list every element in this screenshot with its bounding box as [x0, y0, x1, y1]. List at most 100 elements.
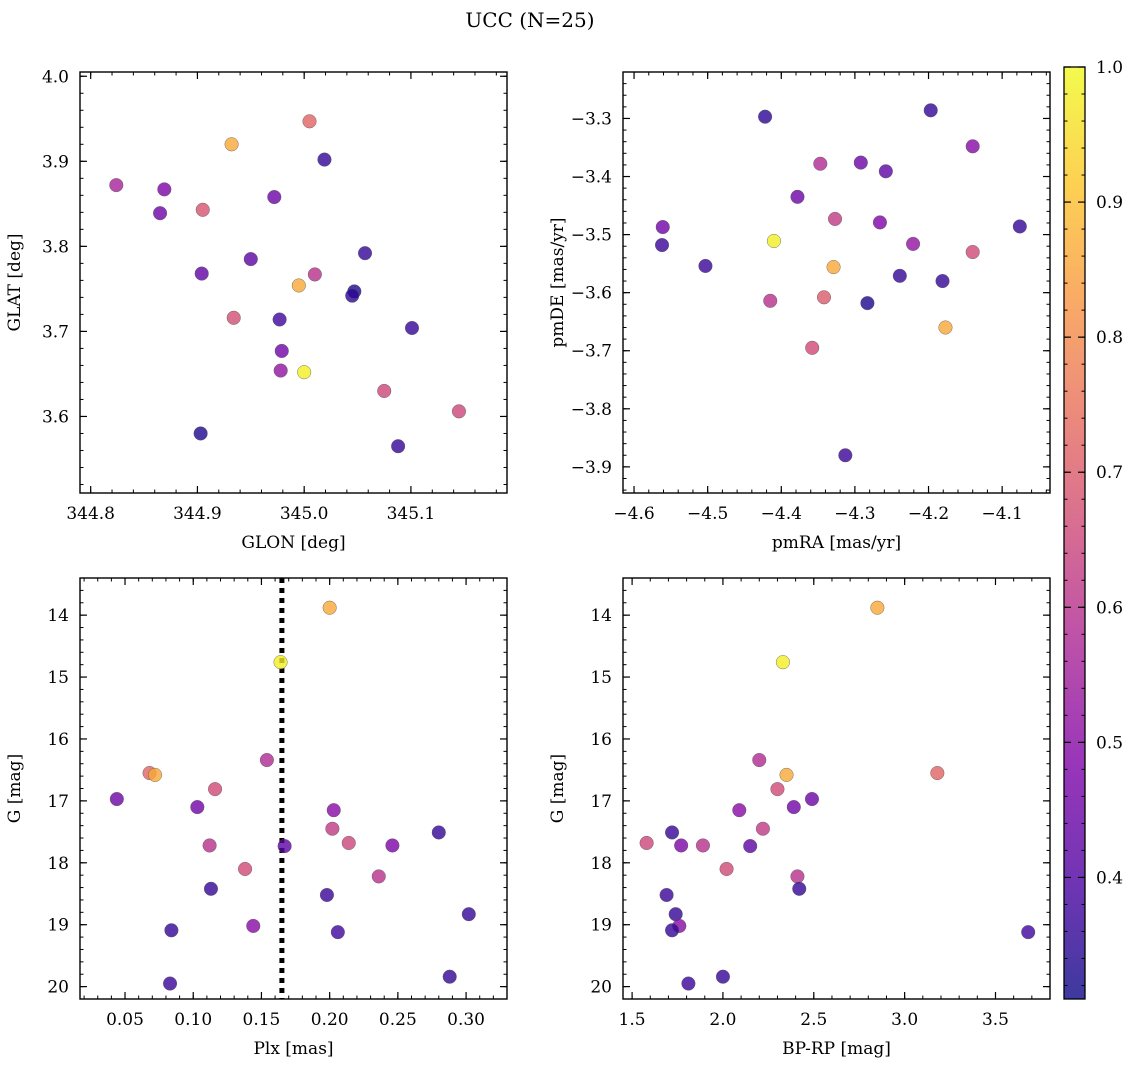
x-tick-label: −4.2 [908, 504, 949, 524]
scatter-point [259, 753, 274, 768]
scatter-point [790, 869, 805, 884]
y-tick-label: 17 [590, 792, 612, 812]
x-tick-label: 3.5 [982, 1010, 1009, 1030]
y-tick-label: 18 [47, 854, 69, 874]
scatter-point [923, 103, 938, 118]
scatter-point [1012, 219, 1027, 234]
y-tick-label: 3.9 [42, 152, 69, 172]
scatter-point [763, 293, 778, 308]
y-tick-label: −3.6 [571, 284, 612, 304]
colorbar: 0.4 0.5 0.6 0.7 0.8 0.9 1.0 [1063, 58, 1123, 1000]
x-tick-label: 0.25 [379, 1010, 417, 1030]
scatter-point [203, 881, 218, 896]
y-tick-label: 20 [590, 978, 612, 998]
scatter-point [243, 252, 258, 267]
y-tick-label: −3.5 [571, 226, 612, 246]
y-tick-label: 17 [47, 792, 69, 812]
scatter-point [732, 803, 747, 818]
y-axis-label: G [mag] [5, 754, 25, 823]
scatter-point [775, 655, 790, 670]
scatter-point [461, 907, 476, 922]
x-tick-label: 344.9 [173, 504, 222, 524]
scatter-point [330, 925, 345, 940]
y-tick-label: −3.4 [571, 168, 612, 188]
x-axis-label: pmRA [mas/yr] [772, 533, 901, 553]
scatter-point [109, 178, 124, 193]
scatter-point [805, 340, 820, 355]
scatter-point [291, 278, 306, 293]
scatter-point [965, 139, 980, 154]
scatter-point [674, 838, 689, 853]
y-tick-label: 18 [590, 854, 612, 874]
scatter-point [770, 782, 785, 797]
scatter-point [277, 839, 292, 854]
colorbar-tick-label: 0.8 [1096, 328, 1123, 348]
y-tick-label: 15 [590, 668, 612, 688]
scatter-point [193, 426, 208, 441]
colorbar-tick-label: 0.4 [1096, 868, 1123, 888]
scatter-point [743, 839, 758, 854]
x-tick-label: −4.4 [761, 504, 802, 524]
scatter-point [804, 792, 819, 807]
colorbar-gradient [1064, 67, 1085, 999]
scatter-point [838, 448, 853, 463]
scatter-point [965, 245, 980, 260]
panel-2: −4.6 −4.5 −4.4 −4.3 −4.2 −4.1 −3.9 −3.8 −3.7 −3.6… [548, 71, 1051, 553]
scatter-point [766, 233, 781, 248]
axes-frame [622, 71, 1051, 494]
y-tick-label: 14 [47, 606, 69, 626]
scatter-point [431, 825, 446, 840]
scatter-point [1021, 925, 1036, 940]
scatter-point [755, 821, 770, 836]
scatter-point [377, 383, 392, 398]
scatter-point [930, 766, 945, 781]
scatter-point [238, 861, 253, 876]
scatter-point [451, 404, 466, 419]
x-tick-label: 345.1 [387, 504, 436, 524]
figure-title: UCC (N=25) [465, 8, 594, 32]
scatter-point [267, 190, 282, 205]
scatter-point [226, 310, 241, 325]
scatter-point [816, 290, 831, 305]
y-tick-label: −3.3 [571, 109, 612, 129]
x-tick-label: −4.1 [982, 504, 1023, 524]
scatter-point [391, 439, 406, 454]
colorbar-tick-label: 0.7 [1096, 463, 1123, 483]
x-tick-label: 1.5 [619, 1010, 646, 1030]
scatter-point [719, 861, 734, 876]
y-axis-label: pmDE [mas/yr] [548, 217, 568, 347]
x-tick-label: 344.8 [66, 504, 115, 524]
axes-frame [622, 577, 1051, 1000]
scatter-point [148, 767, 163, 782]
axes-frame [79, 71, 508, 494]
y-axis-label: G [mag] [548, 754, 568, 823]
scatter-point [319, 887, 334, 902]
scatter-point [273, 363, 288, 378]
y-tick-label: 19 [47, 916, 69, 936]
x-tick-label: 345.0 [280, 504, 329, 524]
y-tick-label: 14 [590, 606, 612, 626]
scatter-point [246, 918, 261, 933]
x-tick-label: 2.0 [709, 1010, 736, 1030]
scatter-point [639, 835, 654, 850]
y-tick-label: 16 [47, 730, 69, 750]
scatter-point [698, 258, 713, 273]
scatter-point [878, 164, 893, 179]
scatter-point [307, 267, 322, 282]
x-tick-label: 2.5 [800, 1010, 827, 1030]
scatter-point [860, 296, 875, 311]
scatter-point [655, 220, 670, 235]
panel-1: 344.8 344.9 345.0 345.1 3.6 3.7 3.8 3.9 4.0 GLON … [5, 67, 508, 553]
scatter-point [442, 969, 457, 984]
scatter-point [906, 236, 921, 251]
scatter-point [665, 825, 680, 840]
panels: 344.8 344.9 345.0 345.1 3.6 3.7 3.8 3.9 4.0 GLON … [5, 67, 1051, 1059]
y-tick-label: 15 [47, 668, 69, 688]
x-tick-label: 0.15 [243, 1010, 281, 1030]
x-tick-label: 0.10 [174, 1010, 212, 1030]
y-tick-label: 3.7 [42, 322, 69, 342]
scatter-point [371, 869, 386, 884]
scatter-point [326, 803, 341, 818]
y-tick-label: −3.9 [571, 458, 612, 478]
